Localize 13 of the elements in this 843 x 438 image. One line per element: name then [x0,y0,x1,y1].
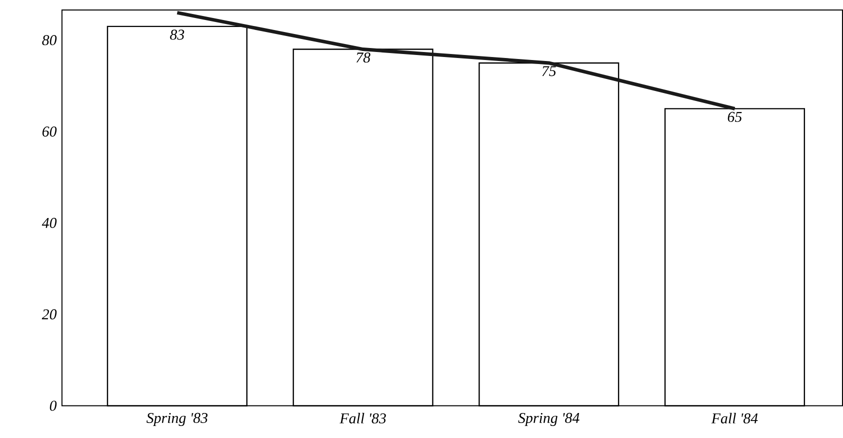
x-tick-label: Fall '83 [340,413,386,424]
y-tick-label: 0 [50,400,57,411]
y-tick-label: 60 [42,126,57,137]
y-tick-label: 20 [42,309,57,320]
x-tick-label: Spring '84 [518,413,580,426]
data-label: 78 [356,52,370,63]
x-tick-label: Fall '84 [711,413,758,424]
data-label: 65 [728,112,742,122]
y-tick-label: 40 [42,218,57,228]
x-tick-label: Spring '83 [146,413,208,426]
y-tick-label: 80 [42,35,57,46]
data-label: 75 [542,66,556,76]
data-label: 83 [170,30,184,40]
